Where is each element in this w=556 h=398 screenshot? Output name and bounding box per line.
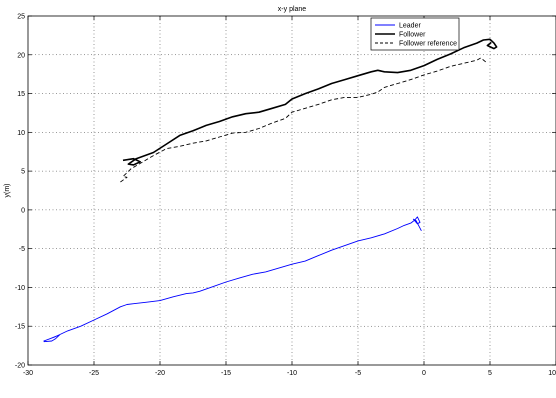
legend: Leader Follower Follower reference [370, 17, 460, 51]
y-axis-label: y(m) [4, 184, 11, 198]
legend-entry-label: Follower reference [399, 41, 457, 48]
y-tick-label: 20 [17, 52, 25, 59]
plot-area [28, 16, 556, 365]
y-tick-label: -10 [15, 285, 25, 292]
y-tick-label: 0 [21, 207, 25, 214]
x-tick-label: 5 [488, 370, 492, 377]
grid-lines [28, 16, 556, 365]
y-tick-label: 25 [17, 14, 25, 21]
y-tick-label: -15 [15, 324, 25, 331]
legend-entry-label: Follower [399, 32, 426, 39]
y-tick-label: 5 [21, 169, 25, 176]
legend-entry-label: Leader [399, 23, 421, 30]
series-line-leader [43, 216, 422, 343]
x-tick-label: -15 [221, 370, 231, 377]
y-tick-label: 10 [17, 130, 25, 137]
x-tick-label: 10 [548, 370, 556, 377]
series-line-follower [122, 38, 498, 166]
x-tick-label: -25 [89, 370, 99, 377]
y-tick-label: -20 [15, 363, 25, 370]
chart-title: x-y plane [278, 6, 307, 13]
y-tick-label: -5 [19, 246, 25, 253]
x-tick-label: -30 [23, 370, 33, 377]
x-tick-label: 0 [422, 370, 426, 377]
series-lines [43, 38, 498, 343]
series-line-follower-reference [120, 57, 488, 183]
axis-ticks: -30 -25 -20 -15 -10 -5 0 5 10 -20 -15 -10 -5 0 5 10 15 20… [15, 14, 556, 377]
x-tick-label: -10 [287, 370, 297, 377]
x-tick-label: -20 [155, 370, 165, 377]
y-tick-label: 15 [17, 91, 25, 98]
x-tick-label: -5 [355, 370, 361, 377]
